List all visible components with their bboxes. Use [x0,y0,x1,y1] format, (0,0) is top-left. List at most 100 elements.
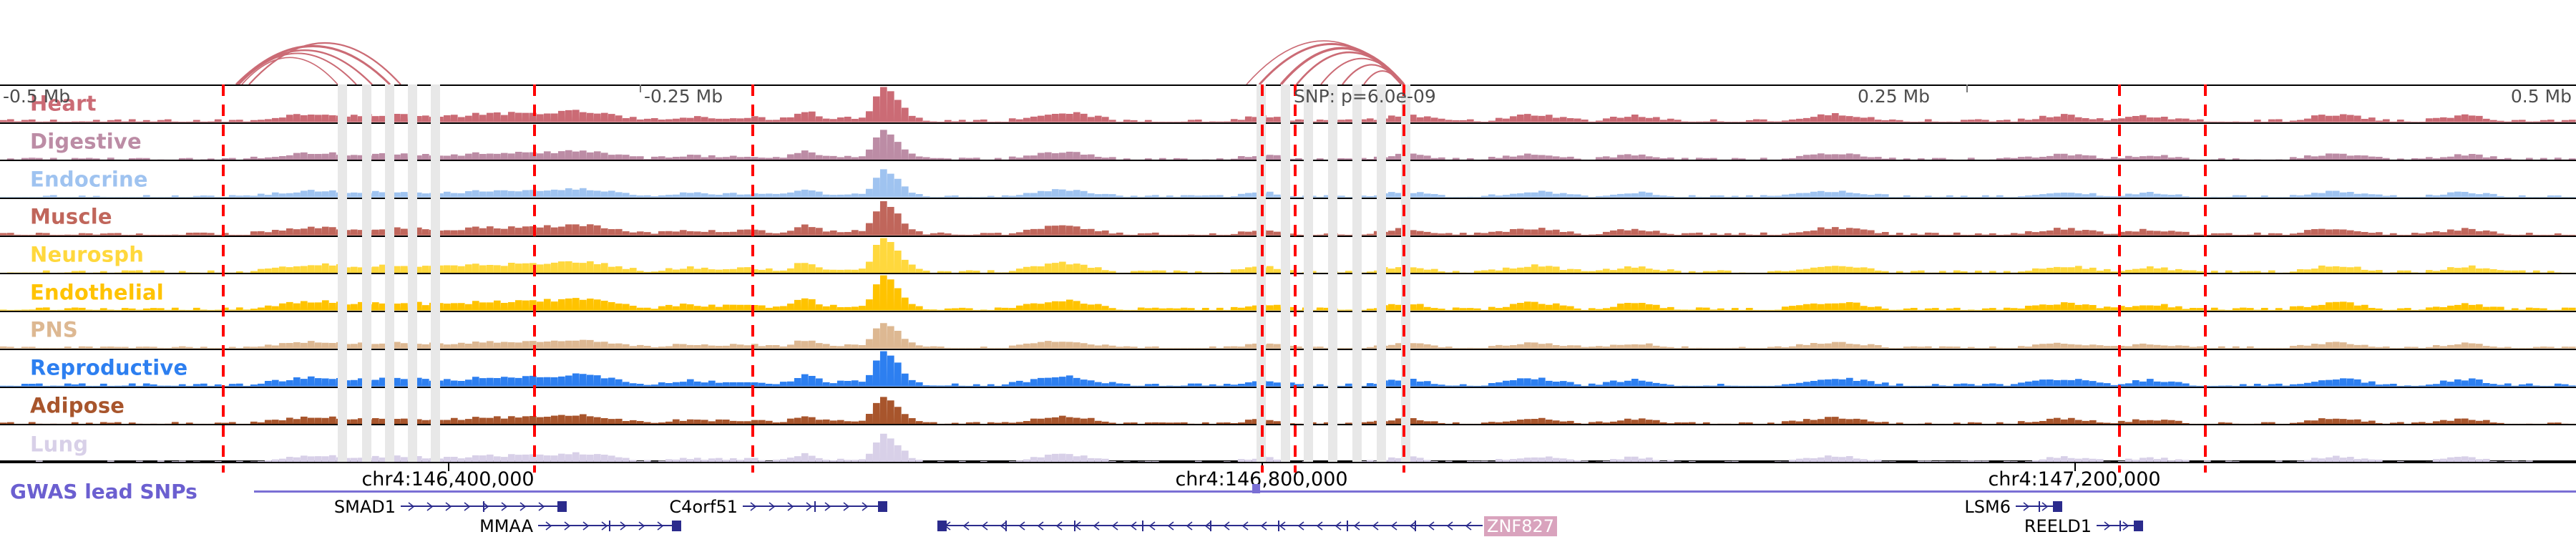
exon-tick [609,521,610,531]
signal-track-lung: Lung [0,425,2576,463]
gene-terminal-exon [2053,501,2062,512]
strand-arrow-icon [2023,502,2029,511]
signal-profile [0,275,2576,311]
gene-lsm6[interactable]: LSM6 [0,497,2576,517]
strand-arrow-icon [843,502,849,511]
gwas-track-line [254,490,2576,493]
gene-smad1[interactable]: SMAD1 [0,497,2576,517]
strand-arrow-icon [582,521,589,531]
strand-arrow-icon [1428,521,1435,531]
signal-track-muscle: Muscle [0,199,2576,237]
interaction-arc [1246,40,1402,84]
axis-tick [448,462,449,471]
exon-tick [1346,521,1348,531]
strand-arrow-icon [501,502,507,511]
strand-arrow-icon [1410,521,1416,531]
strand-arrow-icon [1038,521,1044,531]
axis-coordinate-label: chr4:147,200,000 [1988,468,2161,490]
strand-arrow-icon [1131,521,1137,531]
axis-line [0,462,2576,463]
strand-arrow-icon [1149,521,1156,531]
gene-terminal-exon [937,521,947,531]
strand-arrow-icon [1186,521,1193,531]
gene-label[interactable]: ZNF827 [1484,516,1558,536]
signal-profile [0,396,2576,425]
strand-arrow-icon [1391,521,1397,531]
strand-arrow-icon [1205,521,1211,531]
ruler-label: 0.5 Mb [2510,86,2572,107]
strand-arrow-icon [657,521,663,531]
signal-track-endothelial: Endothelial [0,274,2576,313]
gene-terminal-exon [2134,521,2143,531]
interaction-arc [1320,57,1403,84]
ruler-label: 0.25 Mb [1858,86,1931,107]
signal-track-reproductive: Reproductive [0,350,2576,388]
strand-arrow-icon [1112,521,1118,531]
strand-arrow-icon [963,521,970,531]
chromatin-interaction-arcs [235,40,1405,84]
exon-tick [1141,521,1143,531]
strand-arrow-icon [1000,521,1007,531]
ruler-label: -0.25 Mb [644,86,723,107]
strand-arrow-icon [806,502,812,511]
strand-arrow-icon [1019,521,1025,531]
signal-track-adipose: Adipose [0,388,2576,426]
ruler-tick [1966,84,1968,92]
signal-profile [0,433,2576,463]
exon-tick [2038,501,2040,512]
strand-arrow-icon [1298,521,1304,531]
strand-arrow-icon [445,502,452,511]
gene-label[interactable]: MMAA [479,516,533,536]
strand-arrow-icon [1093,521,1100,531]
exon-tick [1005,521,1008,531]
gene-annotation-track: SMAD1 MMAA C4orf51 ZNF827 LSM6 REELD1 [0,497,2576,537]
gene-label[interactable]: SMAD1 [333,497,396,517]
exon-tick [1414,521,1416,531]
gene-reeld1[interactable]: REELD1 [0,516,2576,536]
strand-arrow-icon [545,521,552,531]
gene-mmaa[interactable]: MMAA [0,516,2576,536]
strand-arrow-icon [1279,521,1286,531]
gwas-lead-snp-marker[interactable] [1252,484,1260,493]
strand-arrow-icon [1261,521,1267,531]
gene-label[interactable]: C4orf51 [669,497,738,517]
strand-arrow-icon [1372,521,1379,531]
strand-arrow-icon [2041,502,2048,511]
strand-arrow-icon [1465,521,1472,531]
strand-arrow-icon [1447,521,1453,531]
strand-arrow-icon [750,502,756,511]
exon-tick [1073,521,1075,531]
strand-arrow-icon [1335,521,1342,531]
signal-track-neurosph: Neurosph [0,237,2576,275]
strand-arrow-icon [482,502,489,511]
ruler-tick [640,84,641,92]
gene-c4orf51[interactable]: C4orf51 [0,497,2576,517]
signal-profile [0,130,2576,160]
strand-arrow-icon [824,502,831,511]
relative-position-ruler: -0.5 Mb -0.25 Mb 0.25 Mb 0.5 Mb [0,84,2576,109]
gene-znf827[interactable]: ZNF827 [0,516,2576,536]
strand-arrow-icon [1224,521,1230,531]
strand-arrow-icon [638,521,645,531]
axis-coordinate-label: chr4:146,400,000 [361,468,535,490]
signal-track-digestive: Digestive [0,124,2576,162]
gene-label[interactable]: LSM6 [1964,497,2011,517]
exon-tick [814,501,816,512]
exon-tick [1278,521,1280,531]
gene-label[interactable]: REELD1 [2024,516,2092,536]
signal-profile [0,87,2576,122]
strand-arrow-icon [426,502,433,511]
signal-profile [0,169,2576,198]
genomic-coordinate-axis: chr4:146,400,000 chr4:146,800,000 chr4:147… [0,462,2576,490]
gwas-lead-snps-label: GWAS lead SNPs [10,480,197,503]
strand-arrow-icon [408,502,414,511]
gene-terminal-exon [557,501,567,512]
ruler-label: -0.5 Mb [3,86,71,107]
strand-arrow-icon [787,502,794,511]
strand-arrow-icon [601,521,608,531]
exon-tick [483,501,484,512]
signal-profile [0,238,2576,274]
signal-track-pns: PNS [0,312,2576,350]
strand-arrow-icon [464,502,470,511]
